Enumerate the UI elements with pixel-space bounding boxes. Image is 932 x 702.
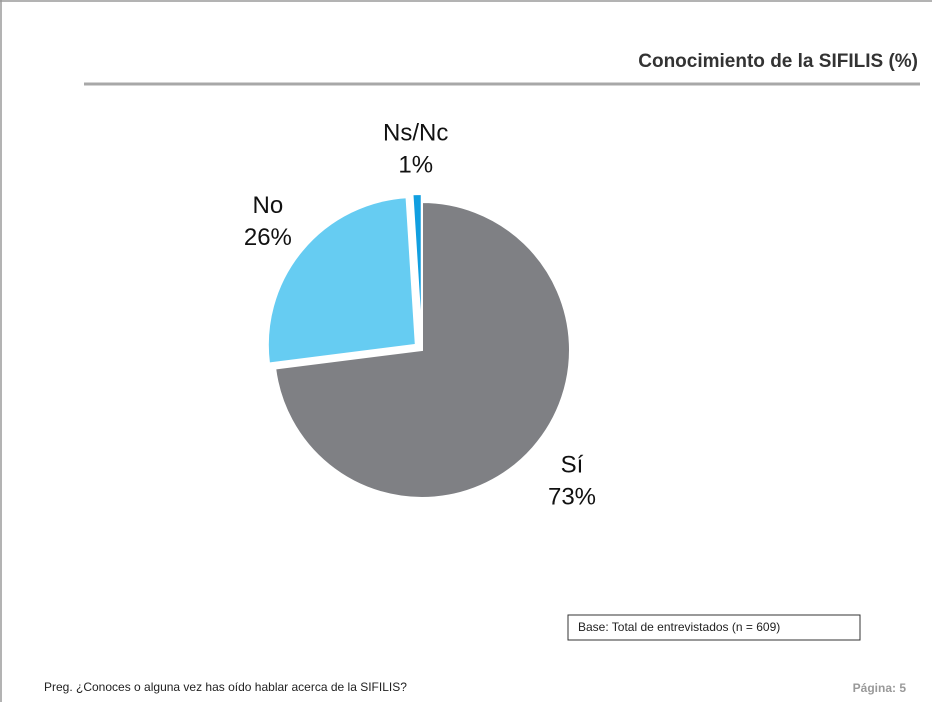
pie-slice: [274, 200, 571, 499]
slice-label: Ns/Nc: [383, 119, 448, 146]
pie: [266, 193, 571, 499]
slice-value: 26%: [244, 224, 292, 251]
base-note-box: [567, 614, 861, 641]
slice-label: Sí: [561, 452, 584, 479]
page-number: Página: 5: [853, 681, 907, 695]
base-note: Base: Total de entrevistados (n = 609): [578, 620, 780, 634]
pie-slice: [411, 193, 423, 343]
slice-value: 73%: [548, 484, 596, 511]
slice-label: No: [253, 192, 284, 219]
pie-slice: [266, 196, 417, 365]
chart-title: Conocimiento de la SIFILIS (%): [638, 51, 918, 72]
question: Preg. ¿Conoces o alguna vez has oído hab…: [44, 680, 407, 694]
slice-value: 1%: [398, 151, 433, 178]
